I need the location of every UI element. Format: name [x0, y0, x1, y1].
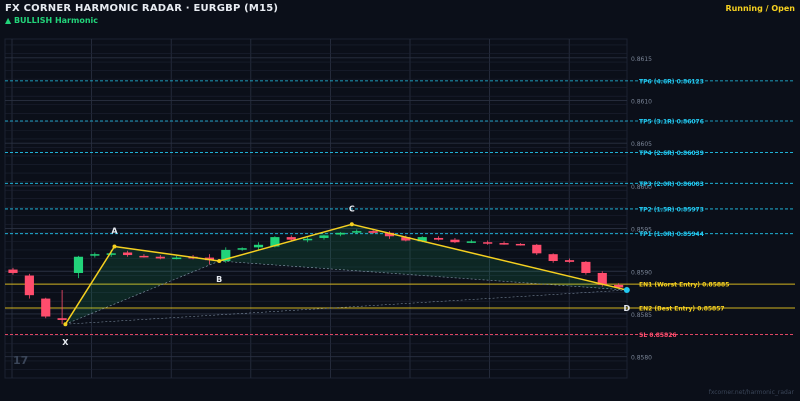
target-level-label: TP1 (1.0R) 0.85944 — [639, 231, 704, 238]
y-tick-label: 0.8605 — [631, 141, 652, 148]
candle-body — [564, 260, 575, 262]
candle-body — [24, 275, 34, 296]
footer-brand: fxcorner.net/harmonic_radar — [708, 389, 794, 396]
candle-body — [401, 237, 411, 241]
level-labels: TP6 (4.6R) 0.86123 TP5 (3.1R) 0.86076 TP4 … — [639, 78, 729, 339]
candle-body — [384, 232, 395, 237]
pattern-point-label: B — [216, 275, 222, 284]
pattern-point — [63, 322, 68, 327]
candles — [8, 229, 624, 325]
candle-body — [335, 232, 345, 235]
candle-body — [319, 235, 329, 238]
candle-body — [237, 248, 247, 250]
candle-body — [139, 255, 149, 258]
candle-body — [499, 243, 509, 245]
xd-diagonal — [65, 289, 627, 325]
y-tick-label: 0.8590 — [631, 269, 652, 276]
candle-body — [8, 269, 18, 273]
candle-body — [41, 298, 51, 317]
signal-label: ▲ BULLISH Harmonic — [5, 16, 98, 25]
target-level-label: TP3 (2.0R) 0.86003 — [639, 181, 704, 188]
pattern-point — [217, 259, 222, 264]
stop-level-label: SL 0.85826 — [639, 332, 677, 339]
candle-body — [532, 244, 542, 254]
pattern-point-label: X — [62, 338, 69, 347]
candle-body — [155, 256, 165, 259]
pattern-point-label: D — [623, 304, 630, 313]
candle-body — [466, 241, 476, 243]
y-axis: 0.8580 0.8585 0.8590 0.8595 0.8600 0.8605 0.86… — [631, 56, 652, 362]
bcd-triangle — [219, 224, 627, 291]
pattern-leg — [64, 246, 116, 325]
candle-body — [221, 249, 231, 262]
candle-body — [172, 257, 182, 260]
target-level-label: TP6 (4.6R) 0.86123 — [639, 78, 704, 85]
candle-body — [122, 252, 133, 256]
pattern-leg — [351, 223, 627, 291]
bd-diagonal — [219, 260, 627, 291]
y-tick-label: 0.8595 — [631, 227, 652, 234]
pattern-leg — [219, 223, 353, 262]
y-tick-label: 0.8585 — [631, 312, 652, 319]
pattern-fill — [65, 224, 627, 325]
status-badge: Running / Open — [725, 4, 795, 13]
candle-body — [597, 272, 607, 285]
candle-body — [204, 257, 215, 261]
candle-body — [450, 239, 460, 243]
watermark-number: 17 — [13, 354, 28, 367]
candle-body — [57, 318, 67, 320]
y-tick-label: 0.8600 — [631, 184, 652, 191]
entry-level-label: EN1 (Worst Entry) 0.85885 — [639, 282, 729, 289]
plot-area — [4, 38, 628, 379]
target-level-label: TP2 (1.5R) 0.85973 — [639, 206, 704, 213]
candle-body — [90, 254, 100, 256]
target-level-label: TP5 (3.1R) 0.86076 — [639, 118, 704, 125]
trade-levels — [5, 80, 795, 335]
candle-body — [106, 253, 116, 255]
candle-body — [417, 237, 427, 242]
candle-body — [433, 237, 444, 240]
chart-title: FX CORNER HARMONIC RADAR · EURGBP (M15) — [5, 3, 279, 14]
pattern-lines: X A B C D — [62, 204, 630, 347]
candle-body — [352, 231, 362, 233]
pattern-point — [623, 287, 630, 294]
pattern-point-label: A — [111, 226, 118, 235]
target-level-label: TP4 (2.6R) 0.86039 — [639, 150, 704, 157]
y-tick-label: 0.8615 — [631, 56, 652, 63]
candle-body — [483, 242, 493, 244]
candle-body — [270, 237, 280, 247]
xab-triangle — [65, 246, 220, 325]
candle-body — [73, 256, 84, 273]
pattern-point-label: C — [349, 204, 355, 213]
candle-body — [581, 261, 591, 273]
pattern-leg — [114, 245, 220, 262]
pattern-point — [349, 222, 354, 227]
grid — [5, 39, 627, 379]
candle-body — [515, 243, 526, 246]
candle-body — [548, 254, 558, 262]
y-tick-label: 0.8580 — [631, 355, 652, 362]
candle-body — [286, 237, 296, 240]
candle-body — [614, 284, 624, 288]
pattern-point — [112, 244, 117, 249]
candle-body — [303, 238, 313, 241]
candle-body — [253, 244, 264, 248]
y-tick-label: 0.8610 — [631, 98, 652, 105]
candle-body — [368, 231, 378, 233]
entry-level-label: EN2 (Best Entry) 0.85857 — [639, 305, 725, 312]
